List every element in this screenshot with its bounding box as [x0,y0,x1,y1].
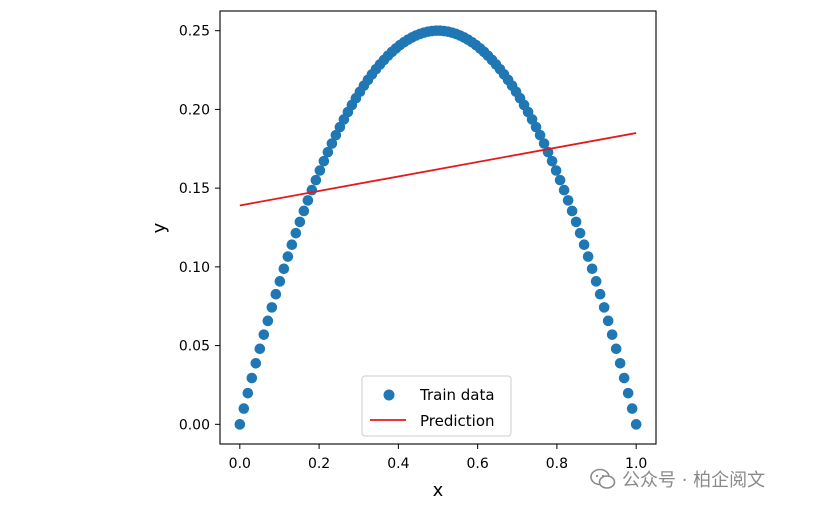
train-data-point [258,329,270,340]
train-data-point [310,174,322,186]
train-data-point [282,251,294,262]
train-data-point [566,205,578,217]
train-data-point [254,343,266,355]
train-data-point [250,357,262,369]
train-data-point [606,329,618,340]
train-data-point [322,146,334,158]
train-data-point [618,372,630,384]
train-data-point [602,315,614,327]
train-data-point [298,205,310,217]
train-data-point [318,155,330,167]
x-tick-label: 0.0 [229,456,251,472]
train-data-point [302,195,314,206]
axis-ticks: 0.0 0.2 0.4 0.6 0.8 1.0 0.00 0.05 0.10 0.15 0.20 0.… [179,24,647,472]
train-data-point [234,419,246,430]
train-data-point [614,357,626,369]
wechat-logo-icon [590,468,616,489]
x-tick-label: 0.2 [308,456,330,472]
train-data-point [326,138,338,149]
train-data-point [582,251,594,262]
y-tick-label: 0.10 [179,260,210,276]
train-data-point [622,387,634,399]
train-data-point [262,315,274,327]
train-data-point [546,155,558,167]
watermark-text: 公众号 · 柏企阅文 [622,470,766,491]
y-tick-label: 0.00 [179,417,210,433]
legend: Train data Prediction [361,375,512,437]
train-data-point [534,129,546,141]
train-data-point [286,239,298,251]
train-data-point [578,239,590,251]
train-data-point [314,165,326,176]
train-data-point [538,138,550,149]
x-tick-label: 0.4 [387,456,409,472]
train-data-point [290,227,302,239]
legend-label-prediction: Prediction [420,412,495,430]
watermark: 公众号 · 柏企阅文 [590,466,765,492]
y-axis-title: y [149,222,170,233]
train-data-point [598,302,610,313]
train-data-point [294,216,306,228]
train-data-point [574,227,586,239]
train-data-point [594,288,606,300]
y-tick-label: 0.05 [179,339,210,355]
train-data-point [558,184,570,196]
train-data-point [274,276,286,287]
train-data-point [586,263,598,275]
train-data-point [590,276,602,287]
train-data-point [610,343,622,355]
train-data-point [242,387,254,399]
legend-marker-train-data [383,389,395,401]
train-data-point [554,174,566,186]
x-tick-label: 1.0 [625,456,647,472]
axes-frame [219,10,657,445]
x-axis-title: x [433,480,444,501]
y-tick-label: 0.25 [179,24,210,40]
x-tick-label: 0.8 [546,456,568,472]
train-data-point [570,216,582,228]
train-data-point [330,129,342,141]
train-data-point [630,419,642,430]
train-data-point [238,403,250,414]
legend-label-train-data: Train data [419,386,495,404]
plot-area [234,25,642,430]
train-data-point [270,288,282,300]
train-data-point [626,403,638,414]
train-data-point [246,372,258,384]
train-data-point [562,195,574,206]
y-tick-label: 0.15 [179,181,210,197]
train-data-point [266,302,278,313]
train-data-point [530,121,542,133]
train-data-point [550,165,562,176]
train-data-point [278,263,290,275]
prediction-line [239,132,637,207]
y-tick-label: 0.20 [179,102,210,118]
legend-box [361,375,512,437]
x-tick-label: 0.6 [467,456,489,472]
